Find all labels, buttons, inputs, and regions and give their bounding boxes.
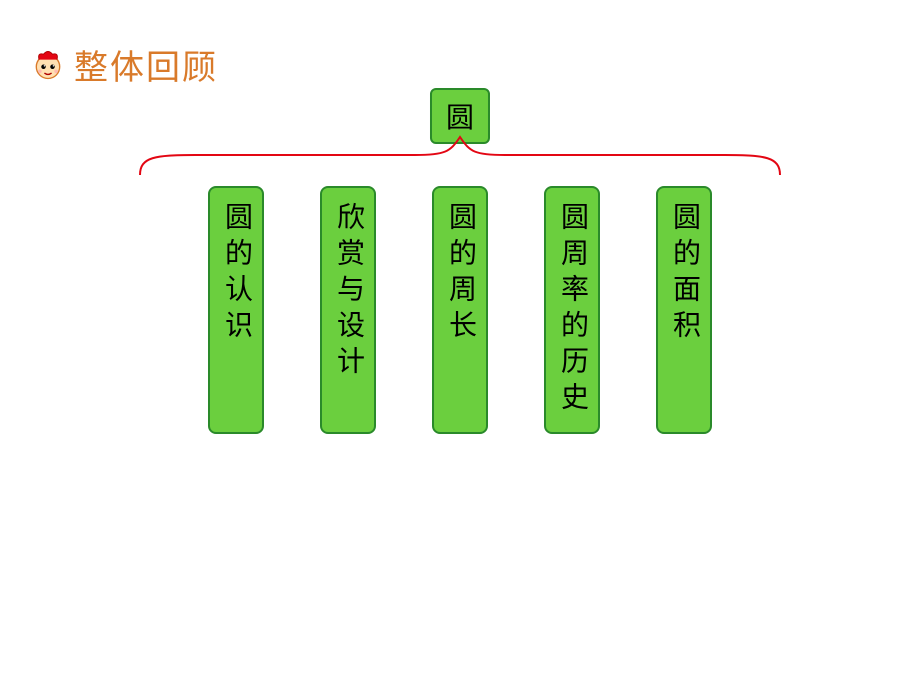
page-title: 整体回顾 xyxy=(74,40,218,89)
card-appreciation: 欣赏与设计 xyxy=(320,186,376,434)
q-mascot-icon xyxy=(30,47,66,83)
card-row: 圆的认识 欣赏与设计 圆的周长 圆周率的历史 圆的面积 xyxy=(0,186,920,434)
card-perimeter: 圆的周长 xyxy=(432,186,488,434)
header: 整体回顾 xyxy=(30,40,218,89)
brace-connector xyxy=(135,132,785,180)
card-recognition: 圆的认识 xyxy=(208,186,264,434)
card-area: 圆的面积 xyxy=(656,186,712,434)
card-pi-history: 圆周率的历史 xyxy=(544,186,600,434)
